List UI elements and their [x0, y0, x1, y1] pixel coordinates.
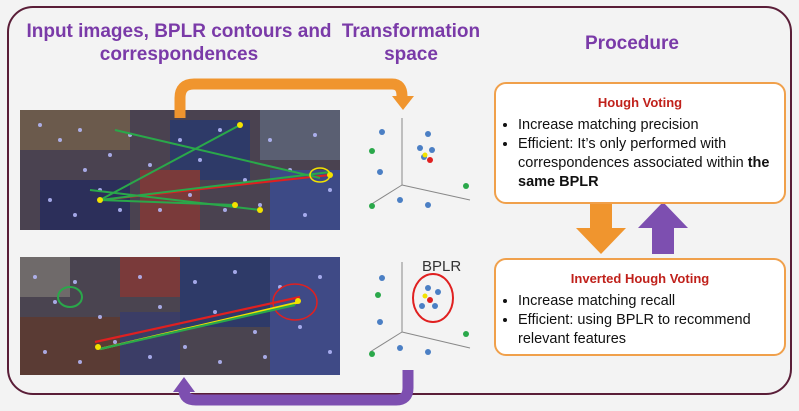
down-arrow-orange [576, 204, 626, 254]
hough-bullet-efficient: Efficient: It’s only performed with corr… [518, 135, 784, 192]
input-image-top [20, 110, 340, 230]
heading-input-images: Input images, BPLR contours and correspo… [26, 21, 332, 65]
hough-voting-title: Hough Voting [597, 95, 683, 110]
hough-bullet-efficient-text: Efficient: It’s only performed with corr… [518, 136, 748, 171]
heading-procedure: Procedure [585, 33, 679, 54]
heading-transformation-space: Transformation space [341, 21, 481, 65]
inverted-bullet-efficient: Efficient: using BPLR to recommend relev… [518, 311, 784, 349]
hough-voting-box: Hough Voting Increase matching precision… [494, 82, 786, 204]
hough-bullet-efficient-bold: the same BPLR [518, 155, 770, 190]
purple-curved-arrow [178, 370, 414, 406]
orange-curved-arrow [174, 78, 408, 118]
inverted-hough-voting-title: Inverted Hough Voting [570, 271, 710, 286]
input-image-bottom [20, 257, 340, 375]
outer-frame [7, 6, 792, 395]
hough-bullet-precision: Increase matching precision [518, 116, 784, 135]
up-arrow-purple [638, 202, 688, 254]
bplr-label: BPLR [422, 258, 462, 275]
bplr-cluster-ellipse [412, 273, 454, 323]
inverted-hough-voting-box: Inverted Hough Voting Increase matching … [494, 258, 786, 356]
inverted-bullet-recall: Increase matching recall [518, 292, 784, 311]
